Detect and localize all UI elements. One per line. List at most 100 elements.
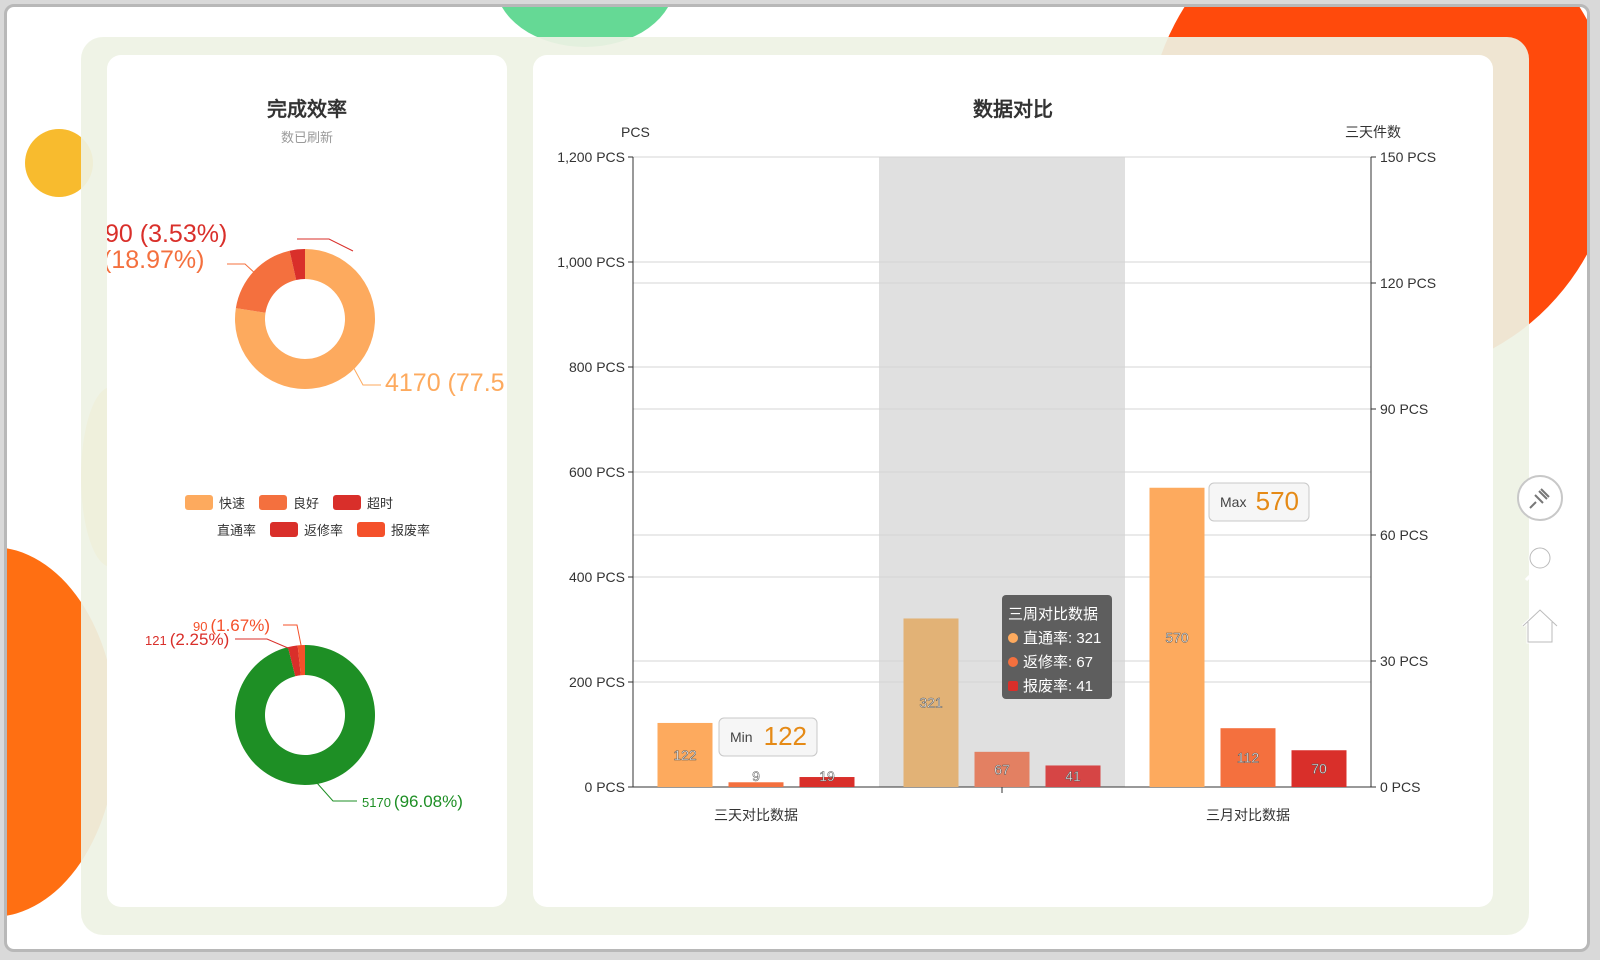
legend-label: 直通率: [217, 523, 257, 538]
marker-value: 570: [1256, 486, 1299, 516]
tooltip-row: 返修率: 67: [1008, 651, 1106, 675]
left-tick-label: 400 PCS: [569, 569, 625, 585]
tooltip-dot: [1008, 657, 1018, 667]
label-good: (18.97%): [107, 246, 204, 274]
pin-icon: [1529, 488, 1550, 509]
home-button[interactable]: [1517, 603, 1563, 649]
donut-quality: [234, 645, 375, 785]
user-button[interactable]: [1517, 541, 1563, 587]
label-line-fast: [350, 362, 381, 386]
right-axis-name: 三天件数: [1345, 124, 1401, 140]
label-pass: 5170 (96.08%): [362, 792, 463, 811]
legend-swatch: [185, 495, 213, 510]
comparison-card: 数据对比 0 PCS 200 PCS 400 PCS 600 PCS 800 PCS 1,…: [533, 55, 1493, 907]
right-tick-label: 0 PCS: [1380, 779, 1420, 795]
marker-box: [1208, 482, 1310, 522]
bar-value-label: 70: [1311, 761, 1327, 777]
bar-返修率: [974, 751, 1030, 787]
marker-value: 122: [764, 721, 807, 751]
legend-label: 报废率: [391, 523, 431, 538]
label-repair: 121 (2.25%): [145, 630, 229, 649]
home-icon: [1521, 607, 1559, 644]
legend-label: 快速: [219, 496, 246, 511]
label-line-repair: [235, 638, 296, 652]
legend-item-repair[interactable]: 返修率: [270, 520, 343, 539]
bar-value-label: 112: [1237, 750, 1260, 766]
efficiency-card: 完成效率 数已刷新 90 (3.53%) (18.97%) 4170 (77.5…: [107, 55, 507, 907]
legend-swatch: [259, 495, 288, 510]
x-tick-label: 三月对比数据: [1206, 807, 1290, 823]
legend-quality: 直通率 返修率 报废率: [217, 520, 444, 539]
marker-box: [718, 717, 818, 757]
legend-swatch: [333, 495, 362, 510]
bar-value-label: 122: [673, 747, 697, 763]
right-tick-label: 120 PCS: [1380, 275, 1436, 291]
legend-item-overtime[interactable]: 超时: [333, 493, 393, 512]
donut-slice-良好: [235, 250, 297, 313]
bar-value-label: 9: [752, 768, 760, 784]
bar-报废率: [1045, 765, 1101, 787]
app-window: 完成效率 数已刷新 90 (3.53%) (18.97%) 4170 (77.5…: [4, 4, 1590, 952]
legend-swatch: [357, 522, 386, 537]
right-tick-label: 60 PCS: [1380, 527, 1428, 543]
donut-slice-直通率: [234, 645, 375, 785]
refresh-status: 数已刷新: [280, 130, 333, 145]
marker-label: Min: [730, 729, 753, 745]
donut-charts-svg: 90 (3.53%) (18.97%) 4170 (77.5 90 (1.67%)…: [107, 220, 505, 811]
chart-tooltip: 三周对比数据 直通率: 321 返修率: 67 报废率: 41: [1002, 595, 1112, 699]
user-icon: [1524, 546, 1556, 582]
bar-返修率: [728, 782, 784, 787]
donut-slice-报废率: [297, 645, 305, 676]
legend-item-pass[interactable]: 直通率: [217, 520, 256, 539]
legend-label: 良好: [293, 496, 320, 511]
bar-value-label: 321: [919, 695, 943, 711]
comparison-title: 数据对比: [973, 99, 1053, 121]
bar-直通率: [1149, 487, 1205, 787]
donut-slice-超时: [289, 249, 305, 280]
left-tick-label: 0 PCS: [585, 779, 625, 795]
left-tick-label: 600 PCS: [569, 464, 625, 480]
bar-value-label: 19: [819, 768, 835, 784]
legend-item-fast[interactable]: 快速: [185, 493, 245, 512]
tooltip-row-text: 报废率: 41: [1023, 678, 1094, 695]
bar-value-label: 41: [1065, 768, 1081, 784]
tooltip-row-text: 直通率: 321: [1023, 630, 1102, 647]
label-fast: 4170 (77.5: [385, 369, 505, 397]
max-marker: Max 570: [1208, 482, 1310, 522]
left-tick-label: 1,200 PCS: [557, 149, 625, 165]
tooltip-row: 直通率: 321: [1008, 627, 1106, 651]
left-tick-label: 1,000 PCS: [557, 254, 625, 270]
tooltip-dot: [1008, 633, 1018, 643]
left-tick-label: 200 PCS: [569, 674, 625, 690]
legend-item-good[interactable]: 良好: [259, 493, 319, 512]
tooltip-title: 三周对比数据: [1008, 606, 1099, 623]
label-line-scrap: [283, 624, 304, 656]
left-tick-label: 800 PCS: [569, 359, 625, 375]
bar-value-label: 67: [994, 761, 1010, 777]
right-tick-label: 30 PCS: [1380, 653, 1428, 669]
donut-slice-返修率: [287, 645, 301, 677]
left-axis-name: PCS: [621, 124, 650, 140]
legend-swatch: [270, 522, 299, 537]
label-scrap: 90 (1.67%): [193, 616, 270, 635]
tooltip-dot: [1008, 681, 1018, 691]
min-marker: Min 122: [718, 717, 818, 757]
label-line-good: [227, 263, 258, 276]
legend-speed: 快速 良好 超时: [185, 493, 407, 512]
bar-直通率: [903, 618, 959, 787]
bar-value-label: 570: [1165, 629, 1189, 645]
tooltip-row-text: 返修率: 67: [1023, 654, 1094, 671]
legend-label: 返修率: [304, 523, 344, 538]
tooltip-row: 报废率: 41: [1008, 675, 1106, 699]
bar-报废率: [799, 777, 855, 787]
donut-speed: [235, 249, 375, 389]
label-line-overtime: [297, 238, 354, 252]
label-line-pass: [316, 782, 357, 802]
legend-item-scrap[interactable]: 报废率: [357, 520, 430, 539]
efficiency-title: 完成效率: [267, 99, 347, 121]
right-tick-label: 90 PCS: [1380, 401, 1428, 417]
pin-button[interactable]: [1517, 475, 1563, 521]
marker-label: Max: [1220, 494, 1246, 510]
bar-返修率: [1220, 728, 1276, 787]
x-tick-label: 三天对比数据: [714, 807, 798, 823]
